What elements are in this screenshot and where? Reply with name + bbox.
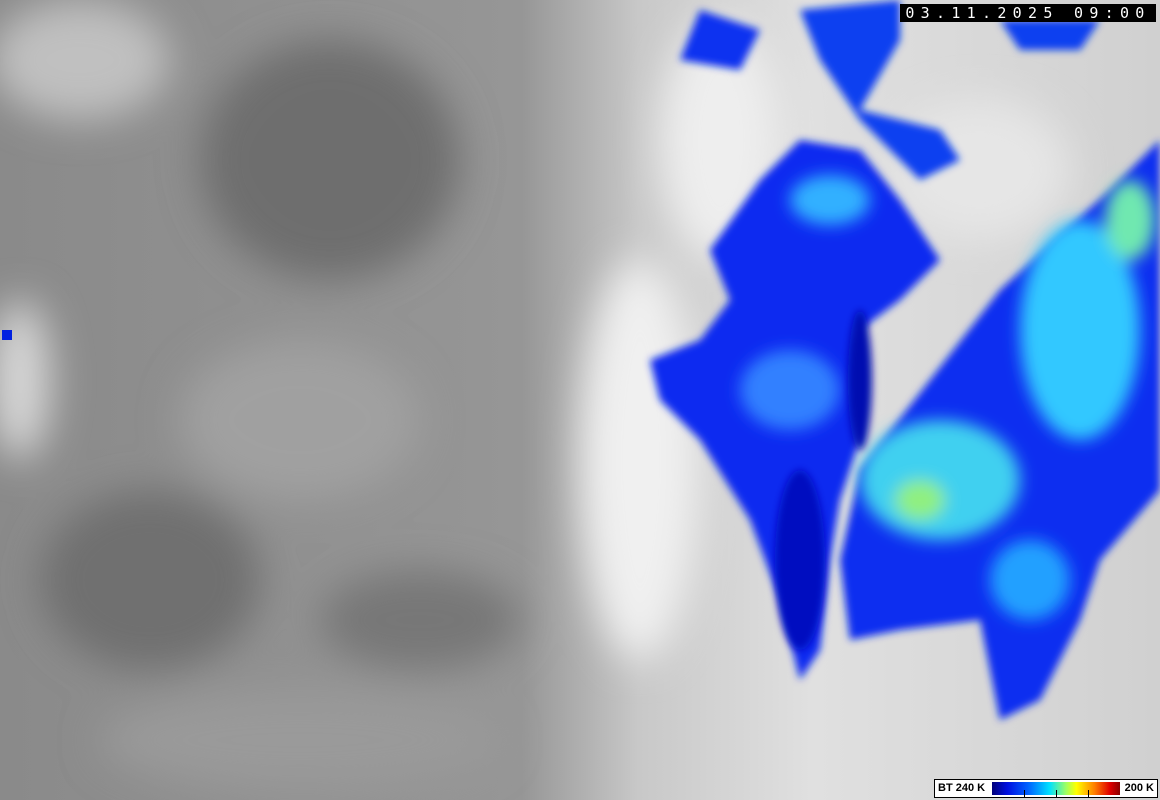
- timestamp-label: 03.11.2025 09:00: [900, 4, 1156, 22]
- legend-tick: [1024, 790, 1025, 797]
- cyan-cores: [740, 175, 1155, 620]
- legend-low-label: BT 240 K: [938, 782, 986, 794]
- legend-color-bar: [992, 782, 1120, 797]
- legend-tick: [1088, 790, 1089, 797]
- legend-high-label: 200 K: [1124, 782, 1154, 794]
- small-blue-spot: [2, 330, 12, 340]
- color-legend: BT 240 K 200 K: [934, 779, 1158, 798]
- legend-tick: [1056, 790, 1057, 797]
- dark-blue-edges: [775, 310, 872, 650]
